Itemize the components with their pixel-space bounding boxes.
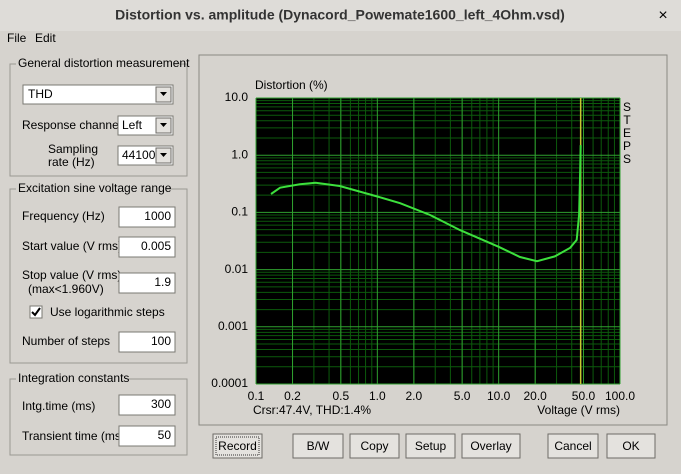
rate-label: Sampling [48,142,98,156]
arrow-icon [160,153,167,157]
rate-value: 44100 [122,148,156,162]
group-title-bg [16,182,166,196]
button-label[interactable]: Overlay [470,439,511,453]
x-tick-label: 0.5 [332,389,349,403]
y-tick-label: 0.001 [218,319,248,333]
button[interactable] [349,433,400,459]
group-title: General distortion measurement [18,56,190,70]
y-tick-label: 0.01 [225,262,249,276]
transient-label: Transient time (ms) [22,429,125,443]
x-tick-label: 10.0 [487,389,511,403]
button-label[interactable]: Record [218,439,257,453]
x-tick-label: 100.0 [605,389,635,403]
transient-value: 50 [158,428,172,442]
intg-value: 300 [151,397,171,411]
stop-value: 1.9 [154,275,171,289]
checkbox-label[interactable]: Use logarithmic steps [50,305,165,319]
stop-label: Stop value (V rms) [22,268,121,282]
frequency-label: Frequency (Hz) [22,209,105,223]
y-tick-label: 0.1 [231,205,248,219]
channel-value: Left [122,118,143,132]
x-tick-label: 20.0 [524,389,548,403]
group-title-bg [16,57,174,71]
x-tick-label: 50.0 [572,389,596,403]
plot-area [256,98,620,384]
button[interactable] [212,433,263,459]
button[interactable] [547,433,599,459]
start-label: Start value (V rms) [22,239,122,253]
title-bar [0,0,681,31]
button[interactable] [292,433,344,459]
group-title: Integration constants [18,371,129,385]
rate-label: rate (Hz) [48,155,95,169]
cursor-readout: Crsr:47.4V, THD:1.4% [253,403,371,417]
button[interactable] [606,433,656,459]
x-tick-label: 0.2 [284,389,301,403]
intg-label: Intg.time (ms) [22,399,95,413]
x-tick-label: 2.0 [406,389,423,403]
y-tick-label: 10.0 [225,90,249,104]
x-tick-label: 0.1 [248,389,265,403]
focus-ring [215,436,260,456]
measure-select[interactable] [22,84,174,105]
check-mark [31,307,41,317]
arrow-icon [160,92,167,96]
window-title: Distortion vs. amplitude (Dynacord_Powem… [115,7,565,23]
close-button[interactable]: × [658,7,667,24]
frequency-input[interactable] [118,206,176,228]
group-title-bg [16,372,128,386]
button-label[interactable]: OK [622,439,639,453]
transient-input[interactable] [118,425,176,447]
group-title: Excitation sine voltage range [18,181,172,195]
stop-label: (max<1.960V) [28,282,104,296]
y-tick-label: 0.0001 [211,376,248,390]
steps-input[interactable] [118,331,176,353]
button-label[interactable]: B/W [307,439,330,453]
steps-label: STEPS [620,100,634,165]
start-value: 0.005 [141,239,171,253]
intg-input[interactable] [118,394,176,416]
channel-label: Response channel [22,118,121,132]
x-axis-label: Voltage (V rms) [537,403,620,417]
frequency-value: 1000 [144,209,171,223]
steps-value: 100 [151,334,171,348]
button-label[interactable]: Cancel [554,439,591,453]
stop-input[interactable] [118,272,176,294]
button[interactable] [461,433,521,459]
steps-label: Number of steps [22,334,110,348]
x-tick-label: 5.0 [454,389,471,403]
button-label[interactable]: Setup [415,439,447,453]
y-tick-label: 1.0 [231,147,248,161]
thd-curve [270,145,582,263]
y-axis-label: Distortion (%) [255,78,328,92]
button[interactable] [405,433,456,459]
menu-file[interactable]: File [7,31,27,45]
start-input[interactable] [118,236,176,258]
x-tick-label: 1.0 [369,389,386,403]
menu-edit[interactable]: Edit [35,31,56,45]
measure-value: THD [28,87,53,101]
button-label[interactable]: Copy [360,439,388,453]
arrow-icon [160,123,167,127]
